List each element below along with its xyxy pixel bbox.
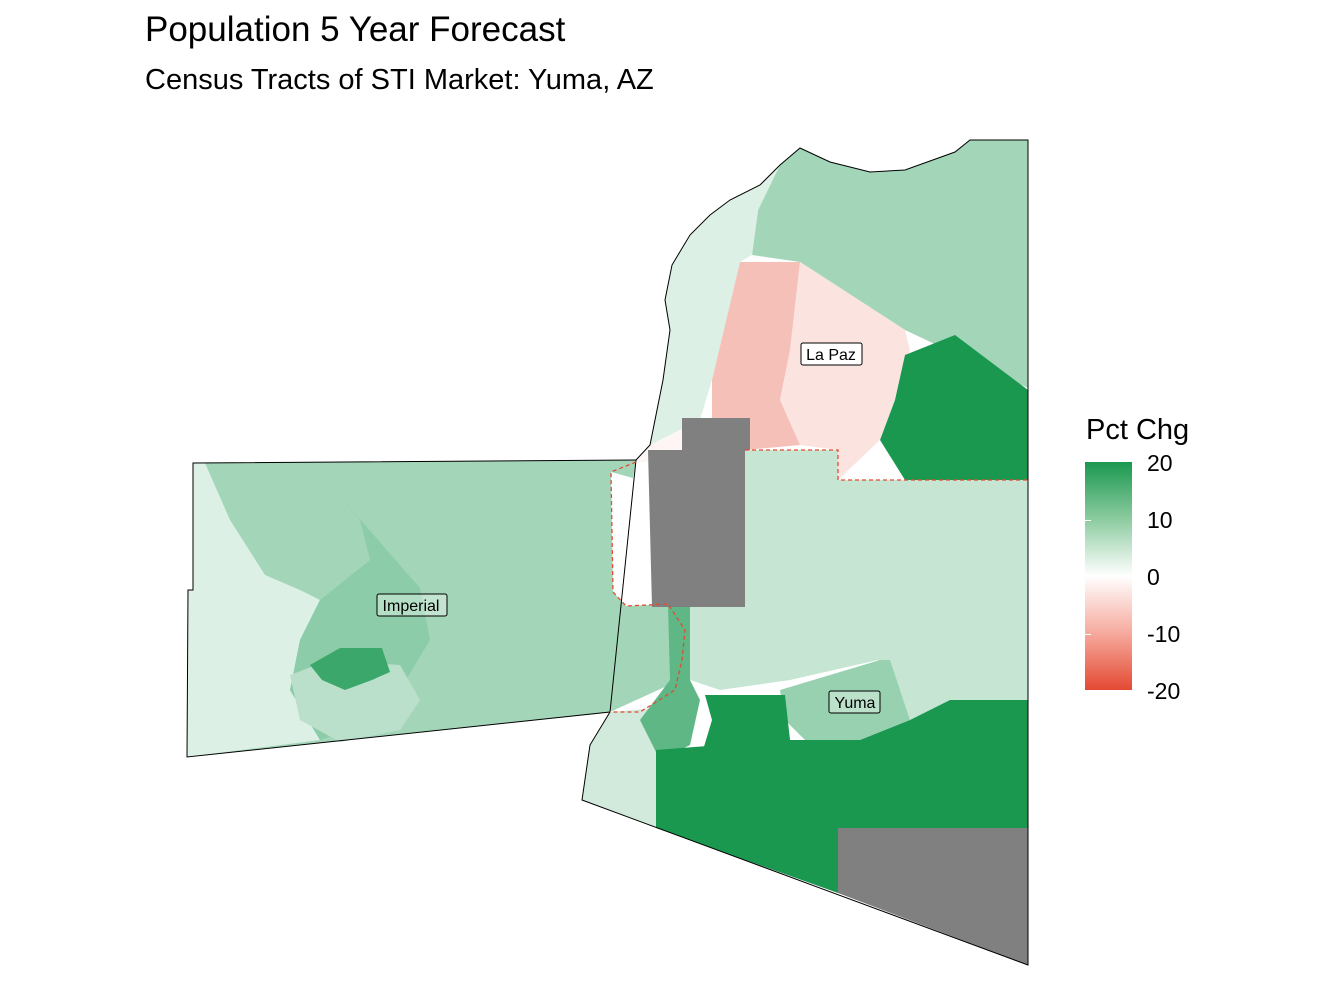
tract-la-paz-river-south <box>636 418 712 462</box>
legend-tick <box>1132 634 1138 635</box>
label-yuma-text: Yuma <box>835 695 876 712</box>
tract-yuma-fortuna <box>780 660 910 745</box>
tract-yuma-river <box>640 605 700 760</box>
tract-la-paz-east-green <box>880 335 1028 480</box>
market-border-dashed <box>610 461 686 713</box>
label-yuma: Yuma <box>828 690 881 714</box>
tract-la-paz-river-strip <box>650 165 780 445</box>
label-imperial: Imperial <box>376 593 448 617</box>
legend-tick <box>1132 577 1138 578</box>
tract-la-paz-pink <box>780 262 910 480</box>
tract-yuma-city <box>700 695 790 760</box>
tract-no-data-la-paz <box>648 418 750 607</box>
la-paz-county-outline <box>635 139 1029 480</box>
map-subtitle: Census Tracts of STI Market: Yuma, AZ <box>145 64 654 96</box>
market-border-dashed-east <box>745 449 1028 481</box>
legend-colorbar <box>1085 462 1132 690</box>
tract-yuma-north <box>690 450 1028 720</box>
legend-label-10: 10 <box>1147 507 1173 533</box>
tract-imperial-hot <box>310 648 390 690</box>
legend-label-neg10: -10 <box>1147 621 1181 647</box>
legend-tick <box>1085 634 1091 635</box>
legend-label-neg20: -20 <box>1147 678 1181 704</box>
tract-imperial-south <box>290 660 420 742</box>
tract-imperial-west <box>187 463 320 757</box>
label-la-paz-text: La Paz <box>806 347 856 364</box>
tract-la-paz-north <box>752 140 1028 388</box>
label-la-paz: La Paz <box>800 342 863 366</box>
legend-tick <box>1085 577 1091 578</box>
legend-tick <box>1085 520 1091 521</box>
legend-title: Pct Chg <box>1086 414 1190 446</box>
label-imperial-text: Imperial <box>383 598 440 615</box>
legend-label-20: 20 <box>1147 450 1173 476</box>
tract-la-paz-red <box>712 262 800 450</box>
map-title: Population 5 Year Forecast <box>145 10 566 49</box>
yuma-county-outline <box>581 480 1029 966</box>
tract-yuma-sw <box>582 708 660 828</box>
tract-no-data-yuma <box>838 828 1028 965</box>
legend-tick <box>1132 520 1138 521</box>
legend-label-0: 0 <box>1147 564 1160 590</box>
